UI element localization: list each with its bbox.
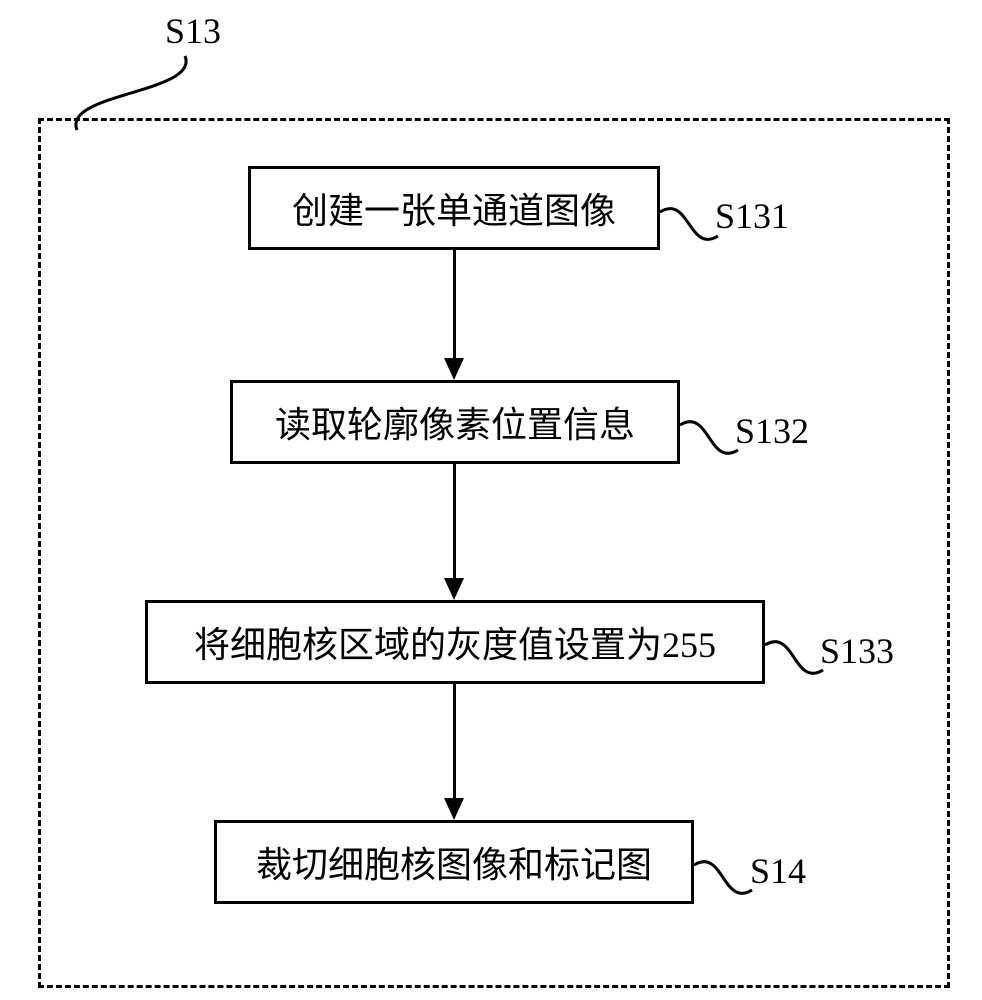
arrow-head-2 [444, 798, 464, 820]
step-box-s131: 创建一张单通道图像 [248, 166, 660, 250]
arrow-head-0 [444, 358, 464, 380]
step-connector-s14 [684, 835, 762, 910]
arrow-line-1 [453, 464, 456, 578]
step-box-s132: 读取轮廓像素位置信息 [230, 380, 680, 464]
arrow-head-1 [444, 578, 464, 600]
step-connector-s133 [755, 615, 833, 690]
step-box-s133: 将细胞核区域的灰度值设置为255 [145, 600, 765, 684]
arrow-line-2 [453, 684, 456, 798]
step-connector-s132 [670, 395, 748, 470]
arrow-line-0 [453, 250, 456, 358]
step-box-s14: 裁切细胞核图像和标记图 [214, 820, 694, 904]
step-connector-s131 [650, 182, 728, 256]
